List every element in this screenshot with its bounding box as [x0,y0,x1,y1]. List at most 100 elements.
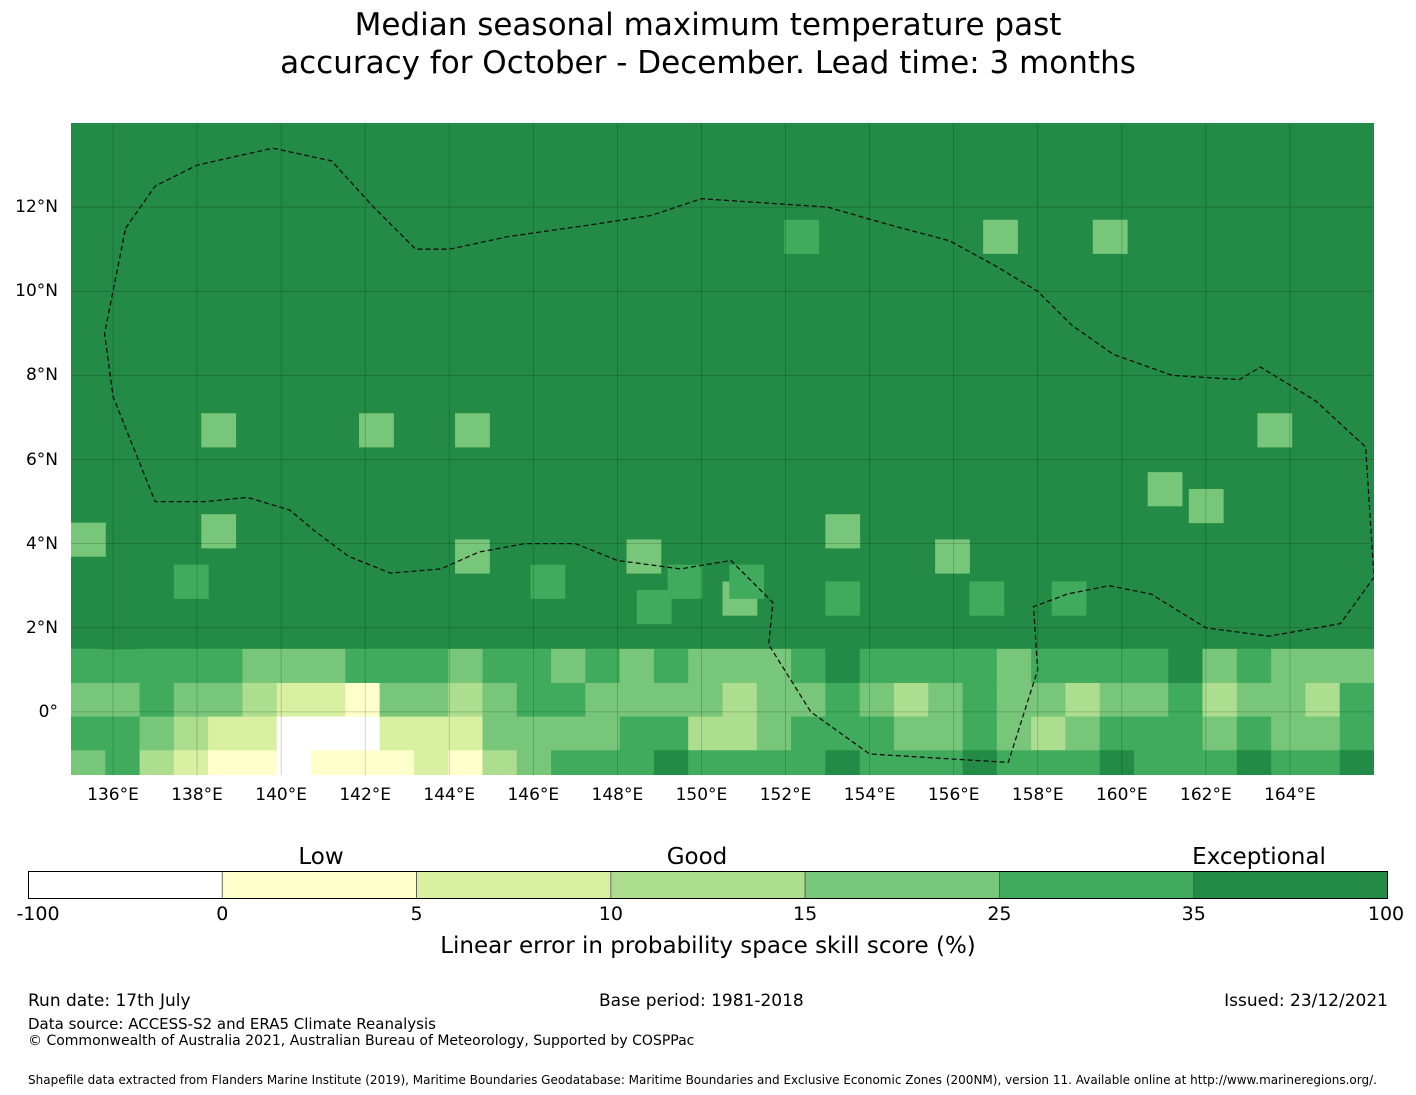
grid-cell [139,648,175,683]
colorbar-title: Linear error in probability space skill … [440,933,976,959]
grid-cell [455,539,490,574]
grid-cell [585,749,621,775]
colorbar-tick-label: -100 [16,903,60,925]
colorbar-segment [416,870,612,900]
title-line-1: Median seasonal maximum temperature past [354,7,1062,43]
longitude-tick-label: 140°E [255,785,307,805]
longitude-tick-label: 142°E [339,785,392,805]
grid-cell [626,539,662,574]
grid-cell [208,749,243,775]
grid-cell [208,648,243,683]
grid-cell [482,648,518,683]
colorbar-segment [804,870,1000,900]
grid-cell [345,682,381,717]
title-line-2: accuracy for October - December. Lead ti… [280,45,1136,81]
grid-cell [1271,648,1306,683]
grid-cell [551,749,586,775]
grid-cell [276,716,312,751]
grid-cell [551,716,586,751]
grid-cell [311,716,346,751]
grid-cell [893,648,929,683]
skill-map[interactable] [71,123,1374,775]
grid-cell [345,716,381,751]
colorbar-label-good: Good [666,844,728,870]
grid-cell [105,716,141,751]
grid-cell [962,682,998,717]
grid-cell [173,564,209,599]
grid-cell [1065,682,1101,717]
grid-cell [345,749,381,775]
grid-cell [448,749,483,775]
grid-cell [413,682,449,717]
grid-cell [242,682,278,717]
grid-cell [139,716,175,751]
grid-cell [1236,682,1272,717]
grid-cell [1099,648,1135,683]
colorbar-tick-label: 15 [793,903,818,925]
grid-cell [722,749,758,775]
latitude-tick-label: 10°N [15,281,58,302]
grid-cell [688,749,723,775]
shapefile-credit: Shapefile data extracted from Flanders M… [28,1073,1377,1087]
grid-cell [619,648,655,683]
grid-cell [173,749,209,775]
grid-cell [756,682,792,717]
longitude-tick-label: 144°E [423,785,476,805]
grid-cell [619,716,655,751]
grid-cell [585,682,621,717]
grid-cell [784,219,820,254]
grid-cell [173,716,209,751]
colorbar-tick-label: 10 [598,903,623,925]
grid-cell [413,749,449,775]
grid-cell [311,648,346,683]
grid-cell [1133,749,1169,775]
grid-cell [208,716,243,751]
grid-cell [825,682,861,717]
grid-cell [962,716,998,751]
grid-cell [688,648,723,683]
grid-cell [825,716,861,751]
grid-cell [688,716,723,751]
grid-cell [722,682,758,717]
grid-cell [516,716,552,751]
grid-cell [1271,749,1306,775]
longitude-tick-label: 138°E [171,785,223,805]
grid-cell [1236,716,1272,751]
grid-cell [71,716,106,751]
longitude-tick-label: 160°E [1095,785,1148,805]
grid-cell [1168,682,1204,717]
grid-cell [1257,413,1293,448]
latitude-tick-label: 8°N [25,365,58,386]
longitude-tick-label: 156°E [927,785,980,805]
grid-cell [551,682,586,717]
grid-cell [208,682,243,717]
grid-cell [893,749,929,775]
grid-cell [1065,749,1101,775]
grid-cell [859,716,895,751]
grid-cell [1188,488,1224,524]
longitude-tick-label: 146°E [507,785,560,805]
grid-cell [242,749,278,775]
grid-cell [71,682,106,717]
grid-cell [139,682,175,717]
grid-cell [173,648,209,683]
grid-cell [825,749,861,775]
colorbar-segment [999,870,1195,900]
grid-cell [455,413,490,448]
longitude-tick-label: 164°E [1264,785,1316,805]
eez-boundary-layer [103,147,1374,764]
grid-cell [667,564,703,599]
grid-cell [276,749,312,775]
grid-cell [71,648,106,683]
grid-cell [969,581,1005,616]
colorbar [27,870,1389,900]
colorbar-tick-label: 0 [216,903,229,925]
latitude-tick-label: 2°N [25,617,58,638]
grid-cell [1031,716,1066,751]
longitude-tick-label: 154°E [843,785,896,805]
grid-cell [619,749,655,775]
longitude-tick-label: 136°E [87,785,139,805]
grid-cell [1051,581,1087,616]
grid-cell [1236,648,1272,683]
grid-cell [173,682,209,717]
